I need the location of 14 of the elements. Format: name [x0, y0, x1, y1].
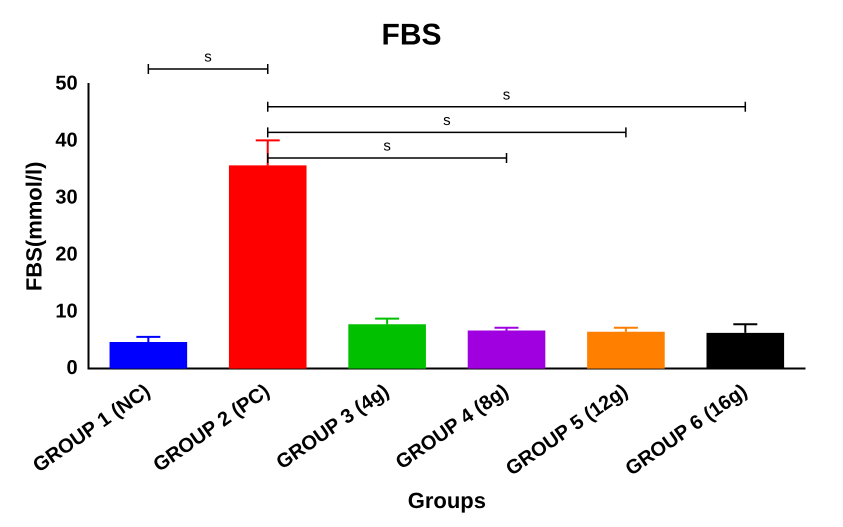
- y-tick-label: 40: [55, 129, 78, 152]
- annotation: s: [383, 138, 391, 155]
- annotation: s: [502, 86, 510, 104]
- y-tick-label: 30: [55, 186, 78, 208]
- y-axis-title: FBS(mmol/l): [21, 162, 46, 292]
- y-tick-label: 0: [66, 357, 78, 380]
- y-tick-label: 10: [55, 300, 78, 322]
- annotation: s: [443, 112, 451, 130]
- y-tick-label: 20: [55, 243, 78, 266]
- x-axis-title: Groups: [408, 488, 486, 513]
- bar: [468, 330, 546, 369]
- chart-title: FBS: [382, 18, 442, 52]
- y-tick-label: 50: [55, 72, 78, 95]
- text: s: [204, 48, 212, 66]
